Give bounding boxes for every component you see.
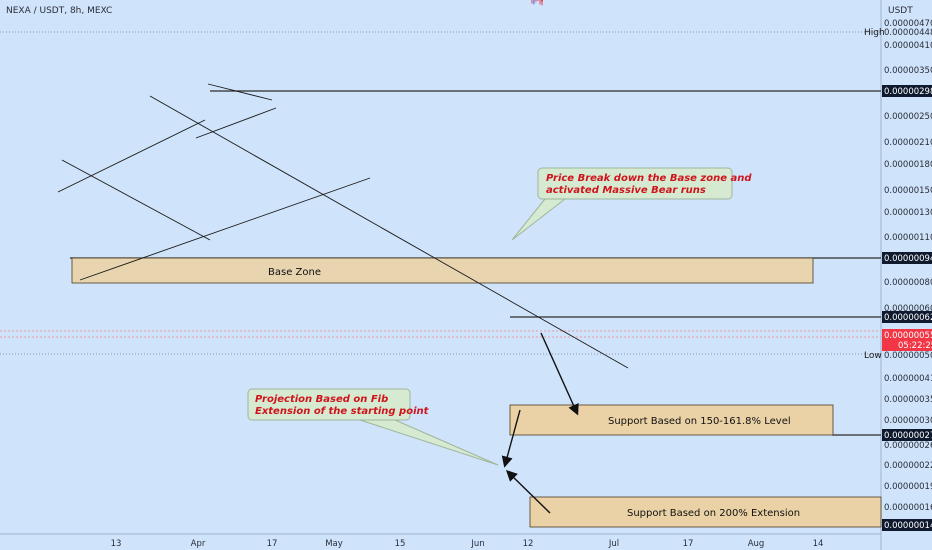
trendline-3[interactable] bbox=[79, 177, 371, 281]
y-tick-label: 0.0000025000 bbox=[884, 112, 932, 122]
support-zone-200-label: Support Based on 200% Extension bbox=[627, 508, 800, 519]
x-tick-label: 12 bbox=[523, 539, 534, 549]
note-1-text: Price Break down the Base zone and activ… bbox=[546, 173, 755, 196]
y-tick-label: 0.0000013000 bbox=[884, 208, 932, 218]
svg-text:0.0000029803: 0.0000029803 bbox=[884, 87, 932, 97]
svg-text:0.0000009406: 0.0000009406 bbox=[884, 254, 932, 264]
price-tag-6270: 0.0000006270 bbox=[882, 311, 932, 323]
base-zone[interactable] bbox=[71, 257, 814, 284]
base-zone-label: Base Zone bbox=[268, 267, 321, 278]
y-tick-label: 0.0000047000 bbox=[884, 19, 932, 29]
y-tick-label: 0.0000018000 bbox=[884, 160, 932, 170]
note-1-box[interactable] bbox=[537, 167, 733, 200]
x-axis[interactable]: 13 Apr 17 May 15 Jun 12 Jul 17 Aug 14 bbox=[111, 539, 824, 549]
trendline-1[interactable] bbox=[61, 159, 211, 241]
y-tick-label: 0.0000021000 bbox=[884, 138, 932, 148]
quote-currency: USDT bbox=[888, 6, 913, 16]
y-tick-label: 0.0000003000 bbox=[884, 416, 932, 426]
note-2-line-2: Extension of the starting point bbox=[255, 406, 430, 417]
x-tick-label: 14 bbox=[813, 539, 824, 549]
y-tick-label: 0.0000002250 bbox=[884, 461, 932, 471]
note-1-line-1: Price Break down the Base zone and bbox=[546, 173, 752, 184]
x-tick-label: Jun bbox=[470, 539, 484, 549]
x-tick-label: Aug bbox=[748, 539, 765, 549]
price-tag-2779: 0.0000002779 bbox=[882, 429, 932, 441]
y-tick-label: 0.0000002600 bbox=[884, 441, 932, 451]
x-tick-label: Jul bbox=[608, 539, 619, 549]
candle-body bbox=[541, 0, 543, 2]
y-tick-label: 0.0000003500 bbox=[884, 395, 932, 405]
projection-arrow-3 bbox=[505, 470, 551, 514]
svg-text:0.0000006270: 0.0000006270 bbox=[884, 313, 932, 323]
note-2-line-1: Projection Based on Fib bbox=[255, 394, 388, 405]
low-label: Low bbox=[864, 351, 882, 361]
support-zone-150-label: Support Based on 150-161.8% Level bbox=[608, 416, 791, 427]
triangle-upper[interactable] bbox=[207, 83, 273, 101]
trendline-4[interactable] bbox=[149, 95, 629, 369]
y-tick-label: 0.0000001950 bbox=[884, 482, 932, 492]
note-1-pointer bbox=[511, 198, 566, 241]
x-tick-label: 15 bbox=[395, 539, 406, 549]
x-tick-label: 17 bbox=[267, 539, 278, 549]
y-tick-label: 0.0000004100 bbox=[884, 374, 932, 384]
y-tick-label: 0.0000015000 bbox=[884, 186, 932, 196]
x-tick-label: May bbox=[325, 539, 343, 549]
x-tick-label: 17 bbox=[683, 539, 694, 549]
price-tag-29803: 0.0000029803 bbox=[882, 85, 932, 97]
svg-text:0.0000005530: 0.0000005530 bbox=[884, 331, 932, 341]
svg-text:0.0000002779: 0.0000002779 bbox=[884, 431, 932, 441]
y-tick-label: 0.0000006000 bbox=[884, 304, 932, 314]
low-value: 0.0000005050 bbox=[884, 351, 932, 361]
note-1-line-2: activated Massive Bear runs bbox=[546, 185, 706, 196]
triangle-lower[interactable] bbox=[195, 107, 277, 139]
current-price-tag: 0.0000005530 05:22:25 bbox=[882, 329, 932, 351]
countdown: 05:22:25 bbox=[898, 341, 932, 351]
candles-group bbox=[531, 0, 543, 6]
high-value: 0.0000044890 bbox=[884, 28, 932, 38]
svg-text:0.0000001457: 0.0000001457 bbox=[884, 521, 932, 531]
price-tag-9406: 0.0000009406 bbox=[882, 252, 932, 264]
support-zone-150[interactable] bbox=[509, 404, 834, 436]
trendline-2[interactable] bbox=[57, 119, 206, 193]
projection-arrow-1 bbox=[540, 332, 579, 416]
y-tick-label: 0.0000011000 bbox=[884, 233, 932, 243]
y-tick-label: 0.0000008000 bbox=[884, 278, 932, 288]
note-2-box[interactable] bbox=[247, 388, 411, 421]
note-2-text: Projection Based on Fib Extension of the… bbox=[255, 394, 430, 417]
chart-title: NEXA / USDT, 8h, MEXC bbox=[6, 6, 112, 16]
y-tick-label: 0.0000041000 bbox=[884, 41, 932, 51]
support-zone-200[interactable] bbox=[529, 496, 882, 528]
y-tick-label: 0.0000035000 bbox=[884, 66, 932, 76]
projection-arrow-2 bbox=[501, 409, 521, 468]
x-tick-label: Apr bbox=[191, 539, 206, 549]
high-label: High bbox=[864, 28, 885, 38]
y-tick-label: 0.0000001690 bbox=[884, 503, 932, 513]
y-axis[interactable]: 0.0000047000 0.0000041000 0.0000035000 0.00… bbox=[884, 19, 932, 513]
price-tag-1457: 0.0000001457 bbox=[882, 519, 932, 531]
x-tick-label: 13 bbox=[111, 539, 122, 549]
note-2-pointer bbox=[359, 419, 499, 466]
